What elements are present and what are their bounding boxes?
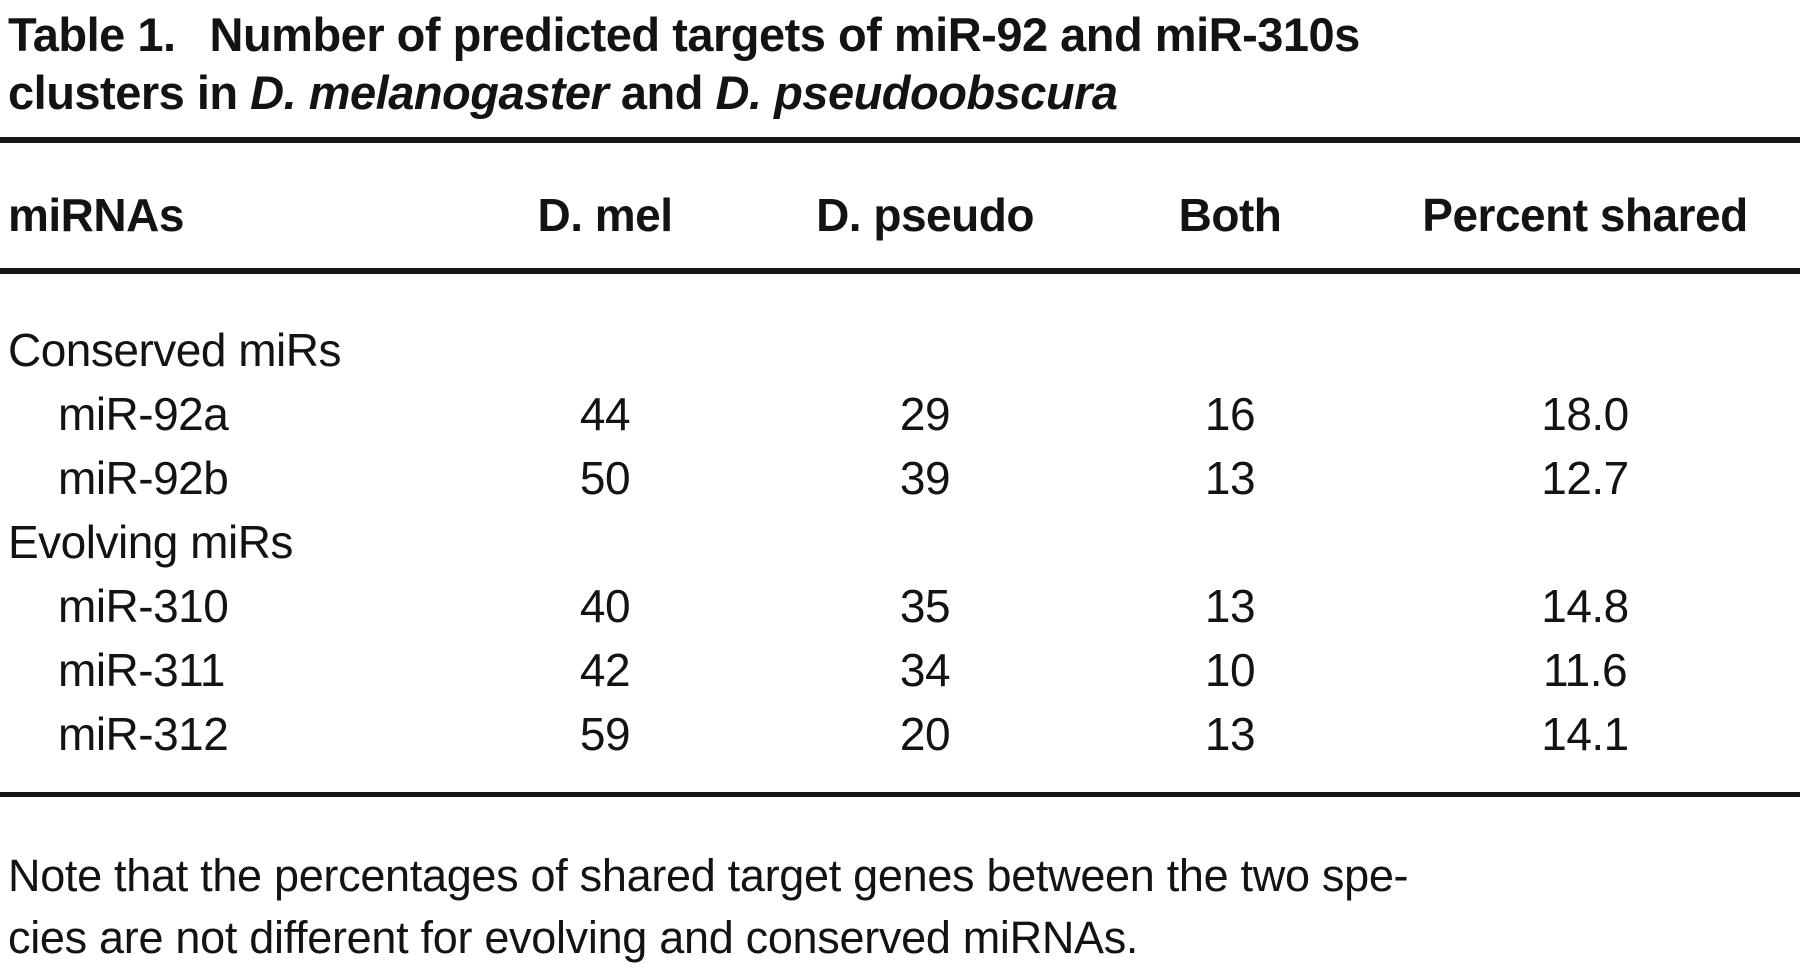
group-label: Conserved miRs	[8, 324, 342, 376]
cell-d-pseudo: 35	[899, 580, 951, 632]
cell-percent-shared: 11.6	[1542, 644, 1628, 696]
cell-d-mel: 59	[579, 708, 631, 760]
cell-d-pseudo: 20	[899, 708, 951, 760]
column-header-percent-shared: Percent shared	[1422, 189, 1748, 241]
table-row-mir-311: miR-311 42 34 10 11.6	[0, 638, 1800, 702]
cell-percent-shared: 18.0	[1541, 388, 1629, 440]
table-footnote: Note that the percentages of shared targ…	[0, 845, 1800, 969]
cell-d-pseudo: 34	[899, 644, 951, 696]
cell-both: 16	[1204, 388, 1256, 440]
table-bottom-rule	[0, 792, 1800, 797]
cell-d-mel: 44	[579, 388, 631, 440]
footnote-line-2: cies are not different for evolving and …	[8, 912, 1139, 963]
table-row-mir-92a: miR-92a 44 29 16 18.0	[0, 382, 1800, 446]
caption-text-line2-prefix: clusters in	[8, 66, 251, 119]
column-header-d-mel: D. mel	[537, 189, 673, 241]
cell-percent-shared: 14.1	[1541, 708, 1629, 760]
table-row-mir-312: miR-312 59 20 13 14.1	[0, 702, 1800, 766]
caption-line-2: clusters in D. melanogaster and D. pseud…	[8, 64, 1790, 122]
cell-mirna-name: miR-312	[58, 708, 229, 760]
cell-d-mel: 40	[579, 580, 631, 632]
cell-d-mel: 42	[579, 644, 631, 696]
cell-both: 13	[1204, 580, 1256, 632]
table-top-rule	[0, 137, 1800, 143]
group-label: Evolving miRs	[8, 516, 293, 568]
cell-mirna-name: miR-311	[58, 644, 225, 696]
group-row-evolving: Evolving miRs	[0, 510, 1800, 574]
cell-d-pseudo: 39	[899, 452, 951, 504]
species-name-melanogaster: D. melanogaster	[250, 66, 609, 119]
cell-d-mel: 50	[579, 452, 631, 504]
cell-mirna-name: miR-92a	[58, 388, 229, 440]
table-header-rule	[0, 268, 1800, 274]
cell-mirna-name: miR-310	[58, 580, 229, 632]
cell-both: 13	[1204, 452, 1256, 504]
table-header-row: miRNAs D. mel D. pseudo Both Percent sha…	[0, 143, 1800, 268]
table-row-mir-92b: miR-92b 50 39 13 12.7	[0, 446, 1800, 510]
table-caption: Table 1. Number of predicted targets of m…	[0, 0, 1800, 122]
table-row-mir-310: miR-310 40 35 13 14.8	[0, 574, 1800, 638]
cell-percent-shared: 12.7	[1541, 452, 1629, 504]
caption-conjunction: and	[608, 66, 716, 119]
footnote-line-1: Note that the percentages of shared targ…	[8, 850, 1409, 901]
column-header-both: Both	[1178, 189, 1282, 241]
group-row-conserved: Conserved miRs	[0, 318, 1800, 382]
cell-percent-shared: 14.8	[1541, 580, 1629, 632]
column-header-d-pseudo: D. pseudo	[816, 189, 1034, 241]
table-number-label: Table 1.	[8, 8, 176, 61]
table-body: Conserved miRs miR-92a 44 29 16 18.0 miR…	[0, 274, 1800, 792]
cell-both: 13	[1204, 708, 1256, 760]
caption-line-1: Table 1. Number of predicted targets of m…	[8, 6, 1790, 64]
column-header-mirnas: miRNAs	[8, 189, 184, 241]
cell-d-pseudo: 29	[899, 388, 951, 440]
cell-both: 10	[1204, 644, 1256, 696]
caption-text-line1: Number of predicted targets of miR-92 an…	[209, 8, 1361, 61]
cell-mirna-name: miR-92b	[58, 452, 229, 504]
species-name-pseudoobscura: D. pseudoobscura	[715, 66, 1119, 119]
